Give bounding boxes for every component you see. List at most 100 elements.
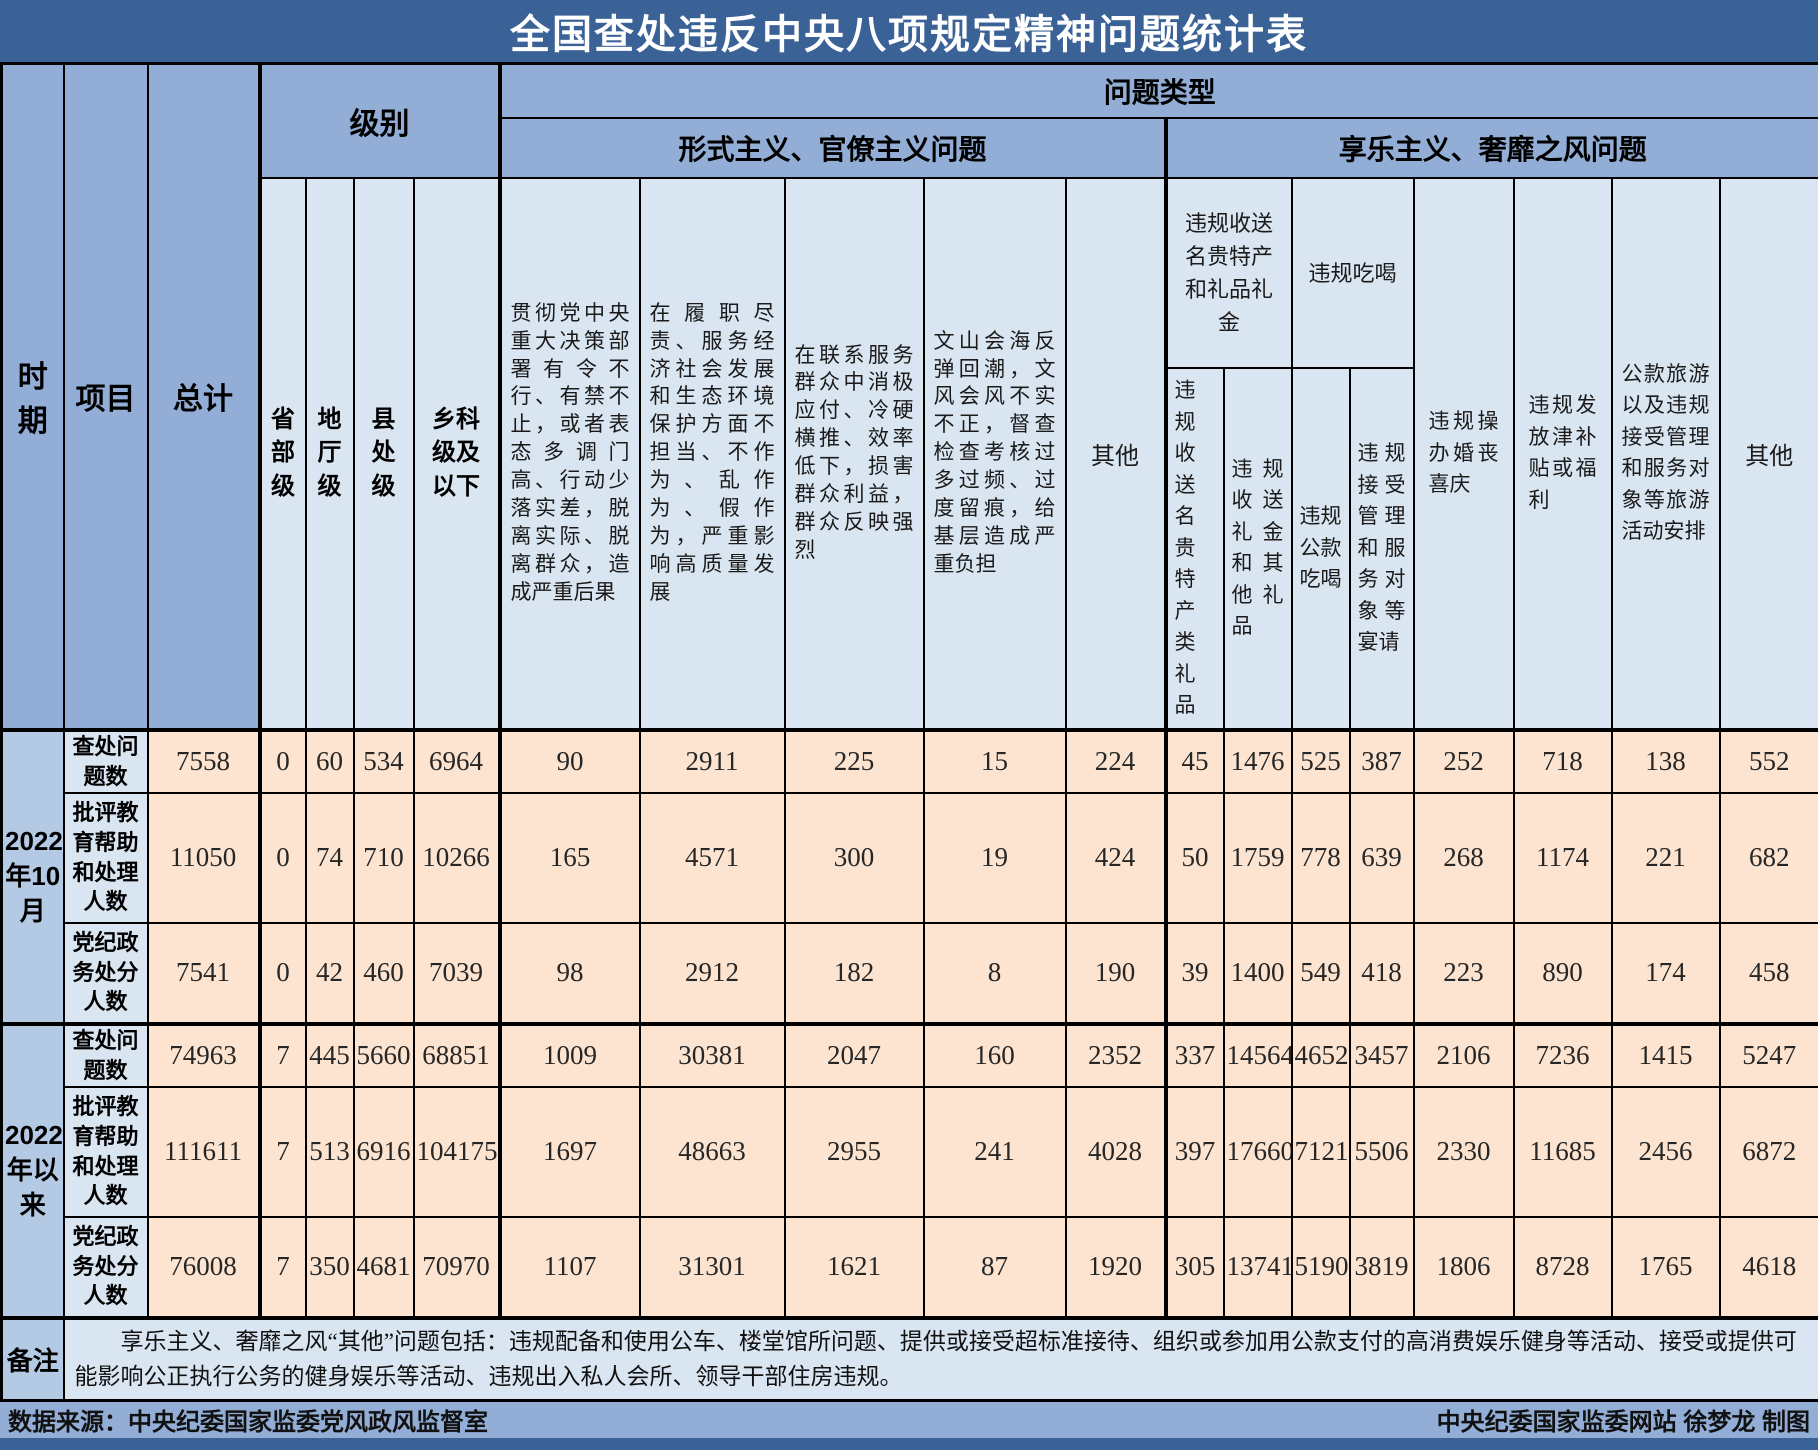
col-header-public-funded-travel: 公款旅游以及违规接受管理和服务对象等旅游活动安排 <box>1612 178 1720 730</box>
data-cell: 4618 <box>1720 1217 1818 1318</box>
data-cell: 111611 <box>148 1087 260 1217</box>
data-cell: 30381 <box>640 1024 785 1087</box>
data-cell: 160 <box>924 1024 1066 1087</box>
item-label-cell: 查处问题数 <box>64 1024 148 1087</box>
col-group-formalism: 形式主义、官僚主义问题 <box>500 118 1166 178</box>
data-cell: 552 <box>1720 730 1818 793</box>
col-header-prefecture-level: 地厅级 <box>306 178 354 730</box>
remark-text: 享乐主义、奢靡之风“其他”问题包括：违规配备和使用公车、楼堂馆所问题、提供或接受… <box>64 1318 1818 1401</box>
data-cell: 10266 <box>414 793 500 923</box>
col-header-formalism-4: 文山会海反弹回潮，文风会风不实不正，督查检查考核过多过频、过度留痕，给基层造成严… <box>924 178 1066 730</box>
stats-table: 时期 项目 总计 级别 问题类型 形式主义、官僚主义问题 享乐主义、奢靡之风问题… <box>0 62 1818 1402</box>
data-cell: 6964 <box>414 730 500 793</box>
data-cell: 3457 <box>1350 1024 1414 1087</box>
data-cell: 2047 <box>785 1024 924 1087</box>
data-cell: 5660 <box>354 1024 414 1087</box>
data-cell: 710 <box>354 793 414 923</box>
data-cell: 241 <box>924 1087 1066 1217</box>
data-cell: 2106 <box>1414 1024 1514 1087</box>
data-cell: 1621 <box>785 1217 924 1318</box>
data-cell: 5247 <box>1720 1024 1818 1087</box>
col-header-dining-public-funds: 违规公款吃喝 <box>1292 368 1350 730</box>
data-cell: 424 <box>1066 793 1166 923</box>
data-cell: 1920 <box>1066 1217 1166 1318</box>
data-cell: 778 <box>1292 793 1350 923</box>
data-cell: 7236 <box>1514 1024 1612 1087</box>
data-cell: 19 <box>924 793 1066 923</box>
data-cell: 525 <box>1292 730 1350 793</box>
data-cell: 11685 <box>1514 1087 1612 1217</box>
col-header-gifts-specialty: 违规收送名贵特产类礼品 <box>1166 368 1224 730</box>
footer-bar: 数据来源：中央纪委国家监委党风政风监督室 中央纪委国家监委网站 徐梦龙 制图 <box>0 1402 1818 1438</box>
data-cell: 76008 <box>148 1217 260 1318</box>
data-cell: 0 <box>260 793 306 923</box>
data-cell: 337 <box>1166 1024 1224 1087</box>
data-cell: 2456 <box>1612 1087 1720 1217</box>
data-cell: 7 <box>260 1087 306 1217</box>
data-cell: 2352 <box>1066 1024 1166 1087</box>
data-cell: 60 <box>306 730 354 793</box>
data-cell: 5506 <box>1350 1087 1414 1217</box>
data-cell: 223 <box>1414 923 1514 1024</box>
data-cell: 350 <box>306 1217 354 1318</box>
col-header-total: 总计 <box>148 64 260 730</box>
data-cell: 2912 <box>640 923 785 1024</box>
data-cell: 300 <box>785 793 924 923</box>
data-cell: 90 <box>500 730 640 793</box>
data-cell: 0 <box>260 923 306 1024</box>
item-label-cell: 党纪政务处分人数 <box>64 923 148 1024</box>
data-cell: 7039 <box>414 923 500 1024</box>
col-header-formalism-other: 其他 <box>1066 178 1166 730</box>
col-header-allowances: 违规发放津补贴或福利 <box>1514 178 1612 730</box>
data-cell: 7541 <box>148 923 260 1024</box>
col-header-dining-banquets: 违规接受管理和服务对象等宴请 <box>1350 368 1414 730</box>
data-cell: 0 <box>260 730 306 793</box>
data-cell: 7 <box>260 1217 306 1318</box>
data-cell: 50 <box>1166 793 1224 923</box>
data-cell: 3819 <box>1350 1217 1414 1318</box>
col-group-dining: 违规吃喝 <box>1292 178 1414 368</box>
col-header-formalism-2: 在履职尽责、服务经济社会发展和生态环境保护方面不担当、不作为、乱作为、假作为，严… <box>640 178 785 730</box>
data-cell: 138 <box>1612 730 1720 793</box>
data-cell: 98 <box>500 923 640 1024</box>
data-cell: 1400 <box>1224 923 1292 1024</box>
data-cell: 6916 <box>354 1087 414 1217</box>
data-cell: 4571 <box>640 793 785 923</box>
bottom-strip <box>0 1438 1818 1450</box>
data-cell: 639 <box>1350 793 1414 923</box>
data-cell: 549 <box>1292 923 1350 1024</box>
data-cell: 7558 <box>148 730 260 793</box>
col-group-gifts: 违规收送名贵特产和礼品礼金 <box>1166 178 1292 368</box>
period-cell: 2022年10月 <box>2 730 64 1024</box>
period-cell: 2022年以来 <box>2 1024 64 1318</box>
data-cell: 68851 <box>414 1024 500 1087</box>
data-cell: 6872 <box>1720 1087 1818 1217</box>
data-cell: 305 <box>1166 1217 1224 1318</box>
data-cell: 182 <box>785 923 924 1024</box>
data-cell: 31301 <box>640 1217 785 1318</box>
data-cell: 4652 <box>1292 1024 1350 1087</box>
credit-text: 中央纪委国家监委网站 徐梦龙 制图 <box>1437 1402 1810 1437</box>
data-cell: 2330 <box>1414 1087 1514 1217</box>
data-cell: 682 <box>1720 793 1818 923</box>
data-cell: 268 <box>1414 793 1514 923</box>
data-cell: 252 <box>1414 730 1514 793</box>
data-cell: 4028 <box>1066 1087 1166 1217</box>
data-cell: 1697 <box>500 1087 640 1217</box>
data-cell: 7 <box>260 1024 306 1087</box>
data-cell: 15 <box>924 730 1066 793</box>
col-header-formalism-1: 贯彻党中央重大决策部署有令不行、有禁不止，或者表态多调门高、行动少落实差，脱离实… <box>500 178 640 730</box>
data-cell: 17660 <box>1224 1087 1292 1217</box>
data-cell: 11050 <box>148 793 260 923</box>
data-cell: 221 <box>1612 793 1720 923</box>
data-cell: 1476 <box>1224 730 1292 793</box>
page-title: 全国查处违反中央八项规定精神问题统计表 <box>0 0 1818 62</box>
data-cell: 2911 <box>640 730 785 793</box>
